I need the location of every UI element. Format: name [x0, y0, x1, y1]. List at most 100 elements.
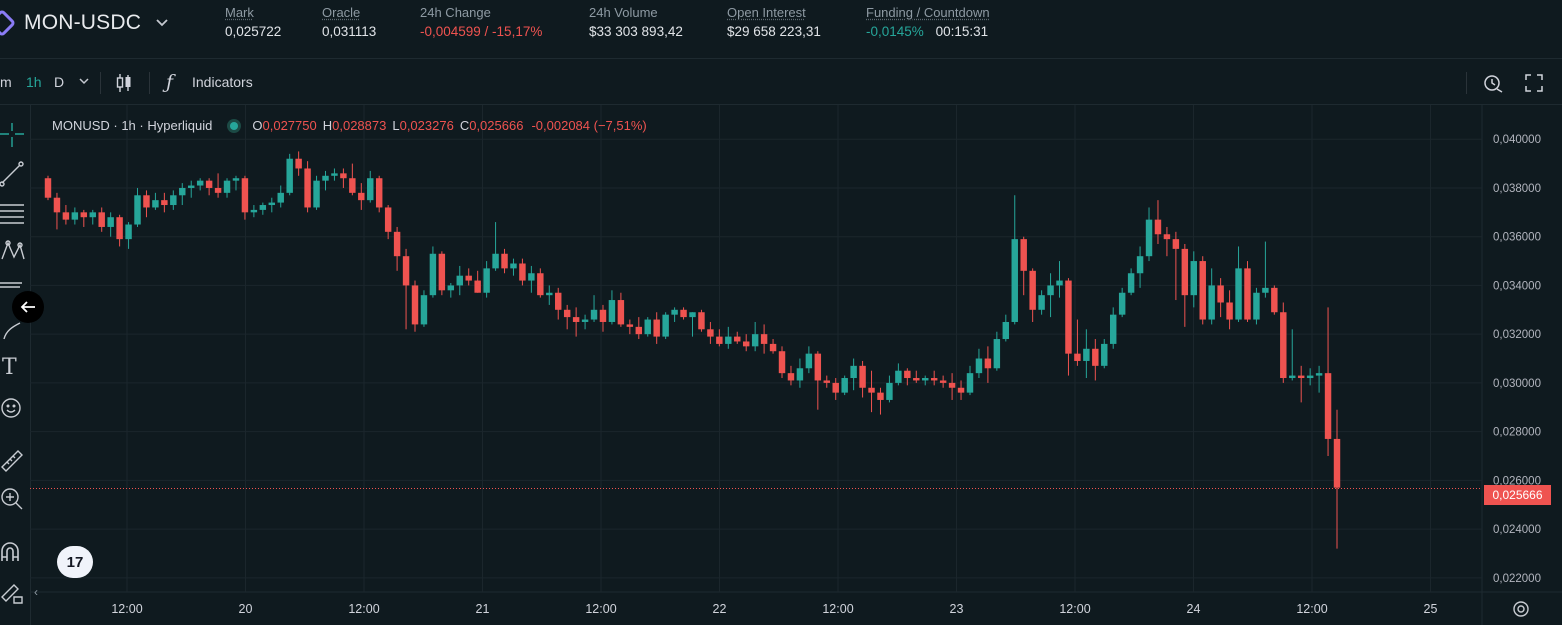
- stat-label: 24h Change: [420, 5, 491, 20]
- candle-body: [277, 192, 284, 203]
- chevron-down-icon[interactable]: [78, 74, 90, 90]
- candle-body: [546, 292, 553, 296]
- candle-body: [456, 275, 463, 286]
- candle-body: [250, 209, 258, 213]
- function-icon[interactable]: ƒ: [166, 71, 174, 93]
- price-tick-label: 0,022000: [1493, 573, 1541, 585]
- candle-body: [671, 309, 678, 315]
- candle-body: [868, 387, 875, 393]
- candle-body: [1109, 314, 1117, 344]
- stat-mark: Mark 0,025722: [225, 5, 281, 39]
- time-tick-label: 22: [713, 602, 727, 616]
- price-tick-label: 0,032000: [1493, 329, 1541, 341]
- candle-body: [1056, 280, 1063, 286]
- toolbar-divider: [149, 72, 150, 94]
- series-legend: MONUSD · 1h · Hyperliquid O 0,027750 H 0,0…: [52, 118, 647, 133]
- brush-icon[interactable]: [0, 317, 28, 345]
- indicators-button[interactable]: Indicators: [192, 74, 253, 90]
- candle-body: [474, 280, 481, 293]
- candle-body: [841, 378, 848, 393]
- stat-value: -0,004599 / -15,17%: [420, 24, 543, 39]
- magnet-icon[interactable]: [0, 539, 28, 567]
- price-tick-label: 0,026000: [1493, 475, 1541, 487]
- candle-body: [143, 195, 150, 208]
- interval-minutes[interactable]: m: [0, 74, 12, 90]
- candle-body: [563, 309, 571, 318]
- candle-body: [1324, 373, 1332, 439]
- candle-body: [89, 212, 96, 218]
- candle-body: [948, 382, 956, 388]
- trend-line-icon[interactable]: [0, 159, 28, 187]
- interval-day[interactable]: D: [54, 74, 65, 90]
- fib-lines-icon[interactable]: [0, 199, 28, 227]
- legend-high: 0,028873: [332, 118, 387, 133]
- interval-1h[interactable]: 1h: [26, 74, 42, 90]
- text-tool-icon[interactable]: T: [2, 355, 17, 380]
- candle-body: [340, 173, 347, 179]
- candle-body: [922, 378, 929, 381]
- ruler-icon[interactable]: [0, 445, 28, 473]
- crosshair-icon[interactable]: [0, 121, 28, 149]
- tradingview-logo[interactable]: 17: [57, 546, 93, 578]
- stat-funding: Funding / Countdown -0,0145% 00:15:31: [866, 5, 990, 39]
- price-chart[interactable]: 0,040000 0,038000 0,036000 0,034000 0,032000…: [0, 105, 1562, 625]
- emoji-icon[interactable]: [0, 395, 28, 423]
- legend-h-key: H: [322, 118, 333, 133]
- stat-label: Mark: [225, 5, 254, 20]
- drawing-toolbar: T: [0, 105, 31, 625]
- market-header: MON-USDC Mark 0,025722 Oracle 0,031113 2…: [0, 0, 1562, 59]
- projection-icon[interactable]: [0, 277, 28, 305]
- last-price-label: 0,025666: [1484, 485, 1551, 505]
- candle-body: [1136, 256, 1144, 274]
- time-tick-label: 12:00: [1059, 602, 1090, 616]
- candle-body: [214, 187, 222, 193]
- time-tick-label: 12:00: [822, 602, 853, 616]
- collapse-arrow-icon[interactable]: [12, 291, 44, 323]
- gear-icon[interactable]: [1512, 600, 1530, 623]
- lock-drawings-icon[interactable]: [0, 577, 28, 605]
- legend-c-key: C: [459, 118, 470, 133]
- screenshot-icon[interactable]: [1482, 72, 1504, 97]
- candle-body: [653, 319, 660, 337]
- price-tick-label: 0,038000: [1493, 183, 1541, 195]
- candle-body: [1199, 261, 1206, 320]
- candle-body: [1092, 348, 1099, 366]
- legend-symbol[interactable]: MONUSD · 1h · Hyperliquid: [52, 118, 213, 133]
- candle-body: [644, 319, 651, 335]
- candle-body: [375, 178, 383, 208]
- candle-body: [1217, 285, 1224, 303]
- pattern-icon[interactable]: [0, 237, 28, 265]
- candle-body: [447, 285, 455, 291]
- candle-body: [268, 202, 276, 206]
- time-tick-label: 12:00: [585, 602, 616, 616]
- candle-body: [832, 382, 839, 393]
- candle-body: [519, 263, 526, 281]
- legend-low: 0,023276: [399, 118, 454, 133]
- candle-body: [1208, 285, 1215, 320]
- candle-body: [814, 353, 822, 381]
- candle-body: [608, 300, 616, 322]
- candle-body: [1262, 287, 1269, 293]
- fullscreen-icon[interactable]: [1524, 73, 1544, 96]
- candlestick-icon[interactable]: [114, 72, 134, 97]
- candle-body: [402, 256, 410, 286]
- candle-body: [1038, 295, 1045, 310]
- candle-body: [116, 217, 123, 240]
- candle-body: [223, 180, 231, 193]
- candle-body: [796, 368, 804, 381]
- candle-body: [581, 319, 589, 322]
- pair-selector[interactable]: MON-USDC: [0, 8, 169, 38]
- stat-24h-change: 24h Change -0,004599 / -15,17%: [420, 5, 542, 39]
- candle-body: [662, 314, 669, 337]
- candle-body: [984, 358, 992, 369]
- candle-body: [465, 275, 472, 281]
- price-tick-label: 0,040000: [1493, 134, 1541, 146]
- stat-label: Open Interest: [727, 5, 806, 20]
- candle-body: [537, 273, 544, 296]
- toolbar-divider: [1466, 72, 1467, 94]
- candle-body: [44, 178, 52, 198]
- candle-body: [1118, 292, 1126, 315]
- zoom-in-icon[interactable]: [0, 485, 28, 513]
- candle-body: [170, 195, 177, 206]
- chevron-left-icon[interactable]: ‹: [34, 585, 38, 599]
